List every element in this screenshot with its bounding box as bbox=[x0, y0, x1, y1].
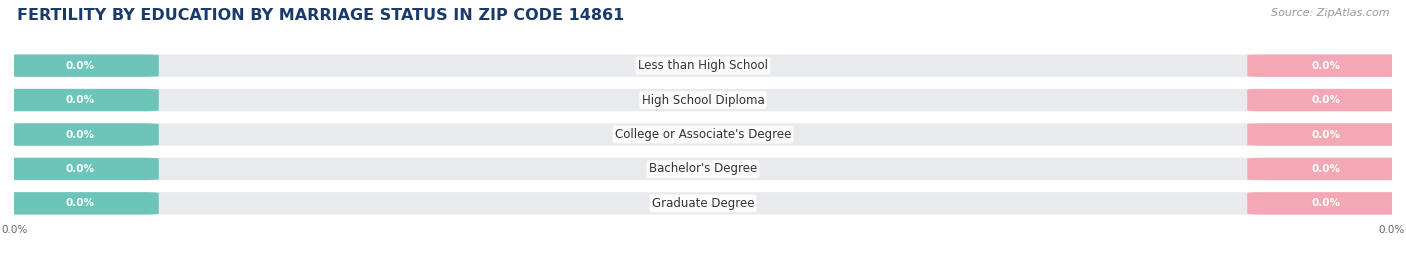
Text: 0.0%: 0.0% bbox=[65, 198, 94, 208]
Text: 0.0%: 0.0% bbox=[65, 95, 94, 105]
FancyBboxPatch shape bbox=[0, 89, 1406, 111]
FancyBboxPatch shape bbox=[0, 89, 159, 111]
Text: 0.0%: 0.0% bbox=[1312, 198, 1341, 208]
Text: 0.0%: 0.0% bbox=[1312, 61, 1341, 71]
FancyBboxPatch shape bbox=[1247, 89, 1406, 111]
Text: 0.0%: 0.0% bbox=[1312, 129, 1341, 140]
Text: High School Diploma: High School Diploma bbox=[641, 94, 765, 107]
FancyBboxPatch shape bbox=[1247, 192, 1406, 215]
FancyBboxPatch shape bbox=[0, 192, 159, 215]
FancyBboxPatch shape bbox=[0, 192, 1406, 215]
Text: Less than High School: Less than High School bbox=[638, 59, 768, 72]
FancyBboxPatch shape bbox=[0, 123, 1406, 146]
FancyBboxPatch shape bbox=[0, 54, 159, 77]
Text: 0.0%: 0.0% bbox=[65, 164, 94, 174]
Text: 0.0%: 0.0% bbox=[65, 129, 94, 140]
FancyBboxPatch shape bbox=[0, 158, 159, 180]
Text: Graduate Degree: Graduate Degree bbox=[652, 197, 754, 210]
Text: College or Associate's Degree: College or Associate's Degree bbox=[614, 128, 792, 141]
Text: 0.0%: 0.0% bbox=[1312, 164, 1341, 174]
Text: Source: ZipAtlas.com: Source: ZipAtlas.com bbox=[1271, 8, 1389, 18]
Text: 0.0%: 0.0% bbox=[1312, 95, 1341, 105]
FancyBboxPatch shape bbox=[1247, 123, 1406, 146]
Text: FERTILITY BY EDUCATION BY MARRIAGE STATUS IN ZIP CODE 14861: FERTILITY BY EDUCATION BY MARRIAGE STATU… bbox=[17, 8, 624, 23]
FancyBboxPatch shape bbox=[0, 54, 1406, 77]
FancyBboxPatch shape bbox=[0, 123, 159, 146]
FancyBboxPatch shape bbox=[1247, 54, 1406, 77]
FancyBboxPatch shape bbox=[1247, 158, 1406, 180]
Text: Bachelor's Degree: Bachelor's Degree bbox=[650, 162, 756, 175]
FancyBboxPatch shape bbox=[0, 158, 1406, 180]
Text: 0.0%: 0.0% bbox=[65, 61, 94, 71]
